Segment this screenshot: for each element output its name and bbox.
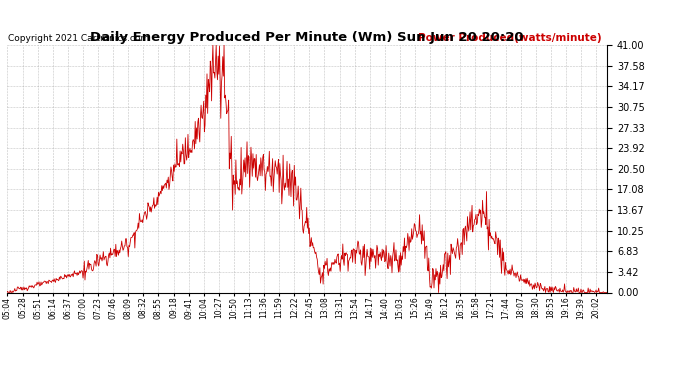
Text: Copyright 2021 Cartronics.com: Copyright 2021 Cartronics.com (8, 33, 148, 42)
Title: Daily Energy Produced Per Minute (Wm) Sun Jun 20 20:20: Daily Energy Produced Per Minute (Wm) Su… (90, 31, 524, 44)
Text: Power Produced(watts/minute): Power Produced(watts/minute) (417, 33, 601, 42)
